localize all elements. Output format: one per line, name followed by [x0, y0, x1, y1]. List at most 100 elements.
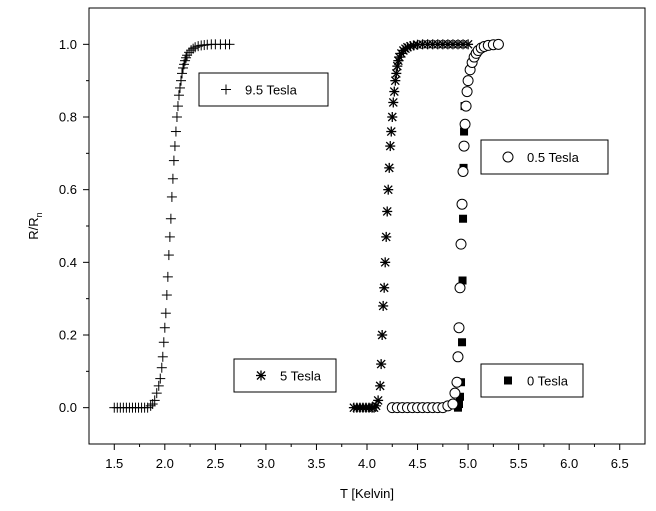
data-point	[391, 68, 402, 79]
y-tick-label: 0.8	[59, 110, 77, 125]
legend-box	[480, 363, 584, 398]
data-point	[166, 191, 177, 202]
legend-marker	[502, 151, 514, 163]
legend-label: 9.5 Tesla	[245, 83, 298, 98]
legend-item-0-5-tesla: 0.5 Tesla	[480, 139, 609, 175]
data-point	[375, 380, 386, 391]
data-point	[390, 75, 401, 86]
data-point	[408, 40, 419, 51]
data-point	[163, 250, 174, 261]
legend: 9.5 Tesla 5 Tesla 0.5 Tesla 0 Tesla	[198, 72, 609, 398]
series-5-tesla	[348, 39, 474, 413]
data-point	[181, 52, 192, 63]
data-point	[378, 300, 389, 311]
data-point	[145, 400, 156, 411]
y-tick-label: 0.0	[59, 400, 77, 415]
legend-label: 0.5 Tesla	[527, 150, 580, 165]
legend-box	[480, 139, 609, 175]
data-point	[160, 308, 171, 319]
data-point	[454, 282, 466, 294]
data-point	[174, 82, 185, 93]
data-point	[449, 387, 461, 399]
data-point	[224, 39, 235, 50]
legend-item-0-tesla: 0 Tesla	[480, 363, 584, 398]
data-point	[162, 271, 173, 282]
data-point	[170, 126, 181, 137]
data-series	[109, 38, 504, 414]
legend-item-5-tesla: 5 Tesla	[233, 358, 337, 393]
data-point	[164, 231, 175, 242]
x-tick-label: 2.5	[206, 456, 224, 471]
data-point	[173, 90, 184, 101]
data-point	[157, 351, 168, 362]
data-point	[151, 388, 162, 399]
data-point	[452, 351, 464, 363]
data-point	[447, 398, 459, 410]
data-point	[384, 162, 395, 173]
data-point	[457, 166, 469, 177]
legend-label: 0 Tesla	[527, 374, 569, 389]
tick-labels: 1.5 2.0 2.5 3.0 3.5 4.0 4.5 5.0 5.5 6.0 6.5 0.0 0.2 0…	[59, 37, 629, 471]
svg-text:R/Rn: R/Rn	[26, 212, 44, 239]
data-point	[379, 282, 390, 293]
data-point	[153, 380, 164, 391]
data-point	[373, 395, 384, 406]
y-axis-label-sub: n	[34, 212, 44, 217]
x-tick-label: 3.5	[307, 456, 325, 471]
series-0-5-tesla	[386, 38, 504, 414]
data-point	[149, 395, 160, 406]
x-tick-label: 2.0	[156, 456, 174, 471]
data-point	[381, 231, 392, 242]
data-point	[459, 214, 468, 223]
data-point	[158, 337, 169, 348]
x-tick-label: 1.5	[105, 456, 123, 471]
y-tick-label: 0.2	[59, 328, 77, 343]
data-point	[177, 68, 188, 79]
data-point	[182, 50, 193, 61]
data-point	[169, 141, 180, 152]
data-point	[389, 86, 400, 97]
data-point	[161, 290, 172, 301]
y-tick-label: 0.6	[59, 182, 77, 197]
data-point	[155, 373, 166, 384]
data-point	[387, 112, 398, 122]
x-tick-label: 5.5	[510, 456, 528, 471]
data-point	[171, 112, 182, 122]
x-tick-label: 5.0	[459, 456, 477, 471]
data-point	[461, 86, 473, 98]
data-point	[460, 100, 472, 112]
data-point	[458, 276, 467, 285]
legend-label: 5 Tesla	[280, 369, 322, 384]
data-point	[492, 38, 504, 50]
data-point	[383, 184, 394, 195]
data-point	[156, 362, 167, 373]
data-point	[382, 206, 393, 217]
y-tick-label: 0.4	[59, 255, 77, 270]
legend-box	[233, 358, 337, 393]
data-point	[376, 359, 387, 370]
legend-marker	[504, 376, 512, 385]
y-axis-label: R/Rn	[26, 212, 44, 239]
x-tick-label: 6.5	[611, 456, 629, 471]
data-point	[377, 330, 388, 340]
data-point	[460, 127, 469, 136]
data-point	[454, 400, 463, 409]
y-tick-label: 1.0	[59, 37, 77, 52]
series-9-5-tesla	[109, 39, 235, 413]
data-point	[386, 126, 397, 137]
data-point	[172, 101, 183, 112]
data-point	[451, 376, 463, 388]
legend-marker	[256, 370, 266, 381]
data-point	[388, 97, 399, 108]
data-point	[456, 392, 465, 401]
legend-item-9-5-tesla: 9.5 Tesla	[198, 72, 329, 107]
legend-box	[198, 72, 329, 107]
data-point	[159, 322, 170, 333]
x-tick-label: 3.0	[257, 456, 275, 471]
data-point	[385, 141, 396, 152]
x-tick-label: 4.5	[409, 456, 427, 471]
data-point	[168, 155, 179, 166]
x-tick-label: 4.0	[358, 456, 376, 471]
data-point	[459, 118, 471, 130]
data-point	[462, 75, 474, 87]
